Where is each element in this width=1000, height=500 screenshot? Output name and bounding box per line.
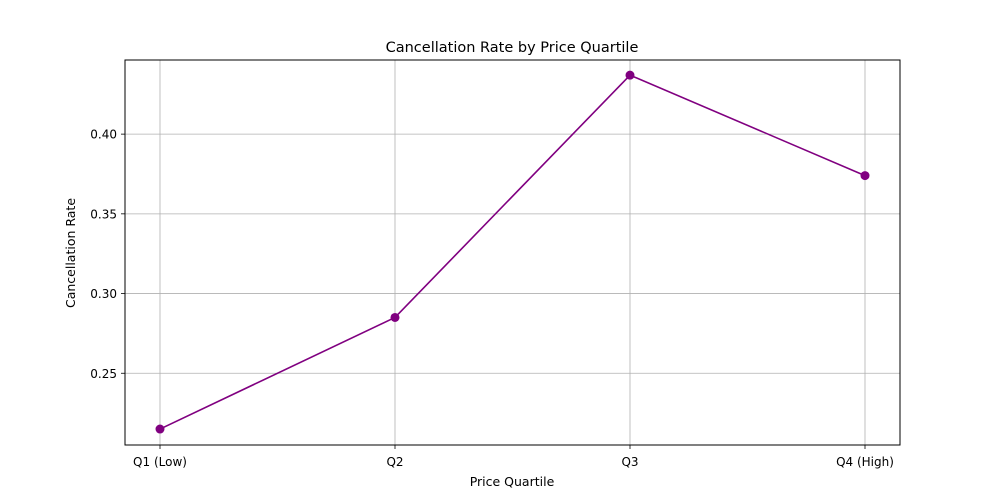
- series-line: [159, 74, 866, 430]
- x-tick-label: Q3: [621, 455, 638, 469]
- x-axis-label: Price Quartile: [470, 474, 555, 489]
- y-tick-label: 0.25: [90, 367, 117, 381]
- data-point: [155, 424, 165, 434]
- x-tick-label: Q4 (High): [836, 455, 894, 469]
- y-tick-label: 0.30: [90, 287, 117, 301]
- tick-layer: Q1 (Low) Q2 Q3 Q4 (High) 0.25 0.30 0.35 0.40: [90, 128, 894, 469]
- y-tick-label: 0.35: [90, 207, 117, 221]
- chart-title: Cancellation Rate by Price Quartile: [386, 40, 639, 56]
- y-axis-label: Cancellation Rate: [63, 198, 78, 308]
- data-point: [860, 171, 870, 181]
- plot-area-frame: [124, 59, 901, 446]
- data-point: [390, 312, 400, 322]
- data-point: [625, 70, 635, 80]
- x-tick-label: Q2: [386, 455, 403, 469]
- grid-layer: [125, 60, 900, 445]
- y-tick-label: 0.40: [90, 128, 117, 142]
- x-tick-label: Q1 (Low): [133, 455, 187, 469]
- series-layer: [155, 70, 870, 434]
